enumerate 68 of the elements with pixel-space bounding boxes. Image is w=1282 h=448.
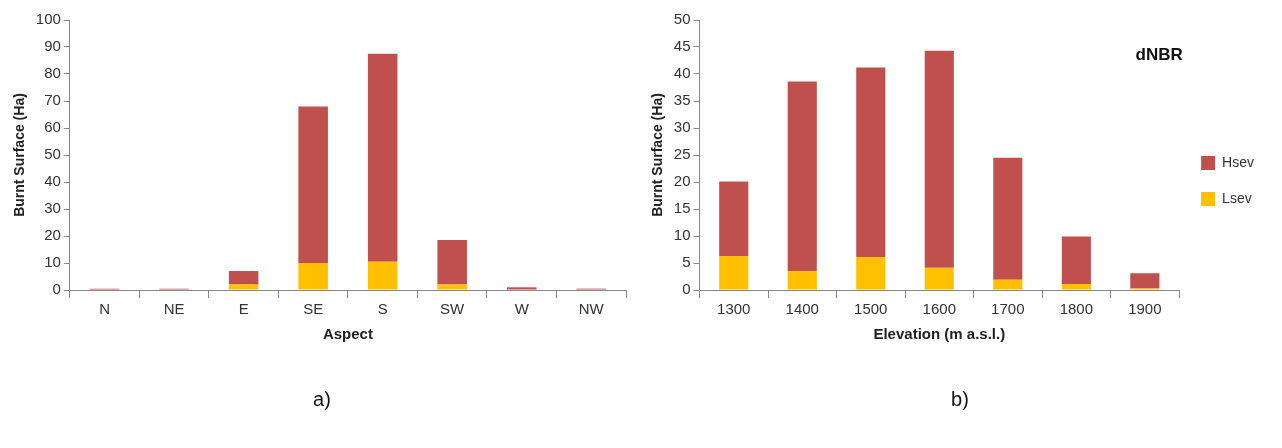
x-tick-label: E	[238, 300, 249, 318]
x-tick-label: NW	[578, 300, 605, 318]
y-tick-label: 10	[44, 253, 61, 271]
text: dNBR	[1135, 44, 1183, 64]
x-tick-label: SE	[303, 300, 324, 318]
x-tick-label: S	[377, 300, 388, 318]
x-tick-label: 1400	[785, 300, 819, 318]
x-tick-label: 1300	[717, 300, 751, 318]
y-tick-label: 70	[44, 91, 61, 109]
y-tick-label: 50	[673, 10, 691, 28]
bar	[719, 181, 749, 256]
y-tick-label: 20	[44, 226, 61, 244]
y-tick-label: 20	[673, 172, 691, 190]
x-tick-label: 1800	[1059, 300, 1094, 318]
bar	[993, 279, 1023, 290]
x-axis-title: Aspect	[322, 325, 373, 343]
y-tick-label: 15	[673, 199, 691, 217]
x-tick-label: 1900	[1128, 300, 1162, 318]
y-axis-title: Burnt Surface (Ha)	[649, 93, 666, 217]
y-tick-label: 80	[44, 64, 61, 82]
y-tick-label: 30	[44, 199, 61, 217]
x-tick-label: 1500	[854, 300, 888, 318]
y-tick-label: 5	[682, 253, 691, 271]
legend-label: Hsev	[1222, 153, 1255, 170]
bar	[993, 157, 1023, 280]
bar	[298, 106, 328, 263]
bar	[437, 284, 467, 290]
bar	[367, 53, 398, 262]
bar	[719, 255, 749, 290]
y-tick-label: 60	[44, 118, 61, 136]
x-axis-title: Elevation (m a.s.l.)	[873, 325, 1006, 343]
y-axis-title: Burnt Surface (Ha)	[11, 93, 28, 217]
bar	[367, 261, 398, 290]
x-tick-label: W	[514, 300, 530, 318]
y-tick-label: 0	[52, 280, 61, 298]
y-tick-label: 40	[44, 172, 61, 190]
bar	[856, 257, 886, 290]
bar	[924, 50, 954, 268]
y-tick-label: 40	[673, 64, 691, 82]
y-tick-label: 25	[673, 145, 691, 163]
bar	[787, 81, 817, 272]
text: a)	[313, 388, 331, 411]
bar	[856, 67, 886, 258]
x-tick-label: N	[99, 300, 111, 318]
bar	[1061, 284, 1091, 290]
text: b)	[951, 388, 969, 411]
legend-label: Lsev	[1222, 189, 1252, 206]
bar	[437, 240, 467, 285]
bar	[924, 267, 954, 290]
bar	[506, 287, 537, 290]
x-tick-label: 1600	[922, 300, 956, 318]
x-tick-label: NE	[163, 300, 185, 318]
bar	[787, 271, 817, 290]
bar	[228, 271, 259, 285]
y-tick-label: 50	[44, 145, 61, 163]
y-tick-label: 30	[673, 118, 691, 136]
bar	[1130, 273, 1160, 289]
x-tick-label: 1700	[991, 300, 1025, 318]
bar	[1061, 236, 1091, 285]
y-tick-label: 45	[673, 37, 691, 55]
y-tick-label: 10	[673, 226, 691, 244]
y-tick-label: 0	[682, 280, 691, 298]
y-tick-label: 90	[44, 37, 61, 55]
bar	[228, 284, 259, 290]
y-tick-label: 35	[673, 91, 691, 109]
y-tick-label: 100	[35, 10, 61, 28]
x-tick-label: SW	[440, 300, 466, 318]
bar	[298, 263, 328, 290]
